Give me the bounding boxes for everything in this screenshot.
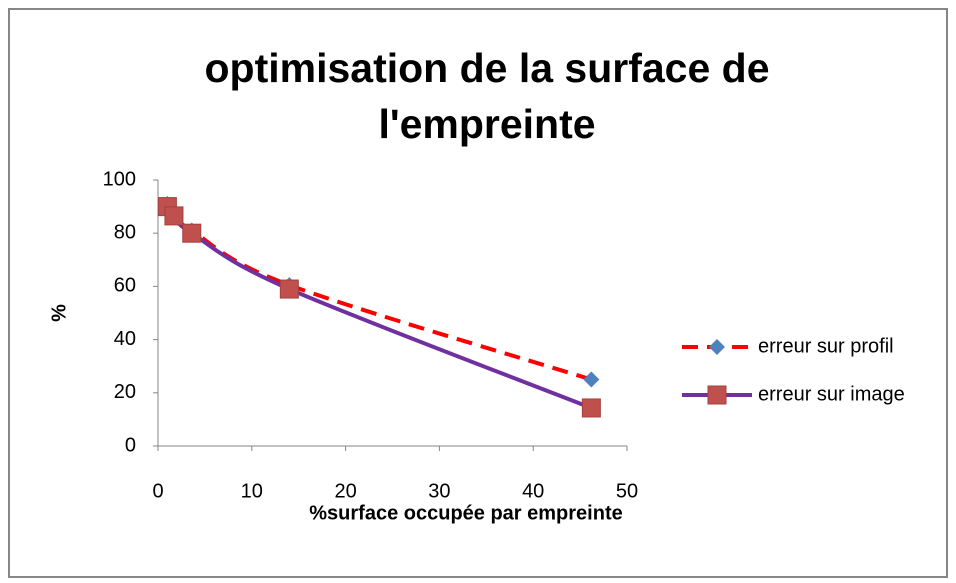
data-point — [182, 223, 202, 243]
legend-label: erreur sur image — [758, 383, 905, 405]
y-tick-label: 60 — [114, 275, 136, 297]
y-tick-label: 80 — [114, 221, 136, 243]
x-tick-label: 40 — [522, 480, 544, 502]
y-tick-label: 20 — [114, 381, 136, 403]
y-tick-label: 100 — [103, 168, 136, 190]
legend-marker — [707, 385, 727, 405]
data-point — [581, 398, 601, 418]
x-tick-label: 30 — [428, 480, 450, 502]
data-point — [164, 206, 184, 226]
x-tick-label: 20 — [334, 480, 356, 502]
x-tick-label: 50 — [616, 480, 638, 502]
y-axis-label: % — [48, 304, 70, 322]
data-point — [583, 371, 600, 388]
chart-title: optimisation de la surface de l'empreint… — [204, 45, 770, 147]
x-axis-label: %surface occupée par empreinte — [309, 502, 622, 524]
data-point — [279, 279, 299, 299]
y-tick-label: 0 — [125, 434, 136, 456]
x-tick-label: 0 — [152, 480, 163, 502]
y-tick-label: 40 — [114, 328, 136, 350]
chart-border — [8, 8, 948, 578]
legend-label: erreur sur profil — [758, 335, 894, 357]
legend-marker — [709, 339, 725, 355]
x-tick-label: 10 — [241, 480, 263, 502]
